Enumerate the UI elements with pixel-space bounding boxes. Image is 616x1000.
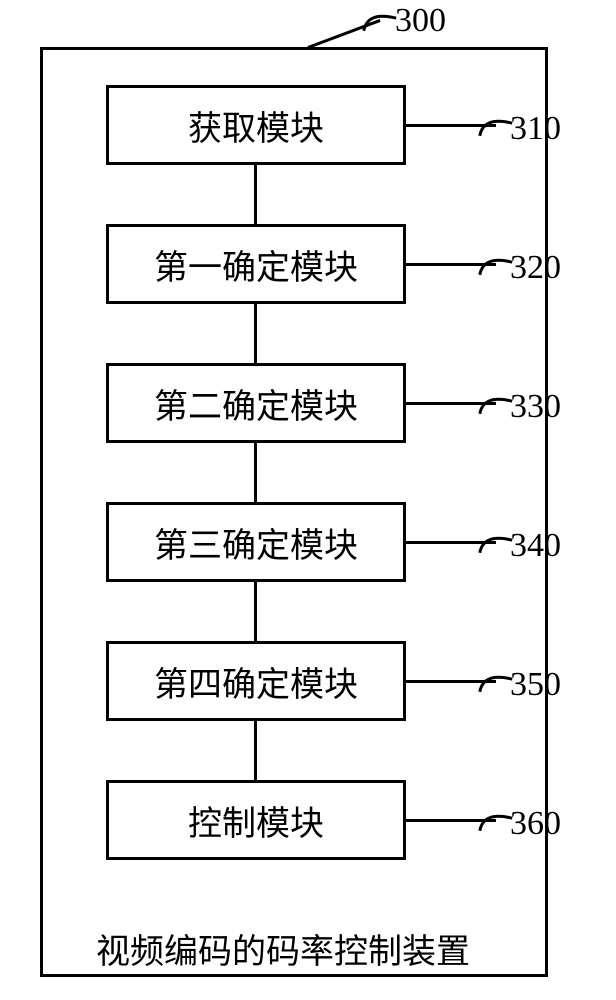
module-label: 第四确定模块	[154, 657, 358, 706]
connector-line	[254, 304, 257, 363]
module-box: 第三确定模块	[106, 502, 406, 582]
diagram-title: 视频编码的码率控制装置	[96, 924, 470, 973]
module-box: 第一确定模块	[106, 224, 406, 304]
module-label: 第三确定模块	[154, 518, 358, 567]
ref-number: 350	[510, 666, 561, 704]
ref-number: 320	[510, 249, 561, 287]
connector-line	[254, 721, 257, 780]
module-label: 第二确定模块	[154, 379, 358, 428]
module-box: 第二确定模块	[106, 363, 406, 443]
ref-number: 360	[510, 805, 561, 843]
diagram-canvas: 300 获取模块 310 第一确定模块 320 第二确定模块 330 第三确定模块 340 第四确…	[0, 0, 616, 1000]
ref-number: 300	[395, 2, 446, 40]
connector-line	[254, 582, 257, 641]
connector-line	[254, 165, 257, 224]
module-label: 第一确定模块	[154, 240, 358, 289]
module-label: 获取模块	[188, 101, 324, 150]
module-label: 控制模块	[188, 796, 324, 845]
module-box: 控制模块	[106, 780, 406, 860]
connector-line	[254, 443, 257, 502]
ref-number: 310	[510, 110, 561, 148]
ref-number: 330	[510, 388, 561, 426]
module-box: 第四确定模块	[106, 641, 406, 721]
module-box: 获取模块	[106, 85, 406, 165]
ref-number: 340	[510, 527, 561, 565]
